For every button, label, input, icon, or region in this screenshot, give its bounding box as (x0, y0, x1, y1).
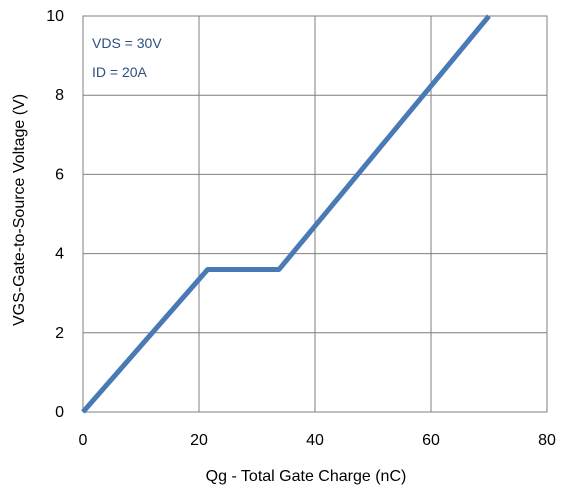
grid-lines (83, 16, 547, 412)
plot-frame (82, 15, 548, 413)
x-tick-label-60: 60 (422, 432, 440, 449)
y-tick-label-10: 10 (46, 8, 64, 25)
annotation-1: ID = 20A (92, 64, 148, 80)
x-axis-label: Qg - Total Gate Charge (nC) (206, 468, 407, 485)
series-layer (81, 14, 491, 414)
x-tick-label-40: 40 (306, 432, 324, 449)
y-tick-label-6: 6 (55, 166, 64, 183)
y-tick-label-0: 0 (55, 404, 64, 421)
y-tick-labels: 0 2 4 6 8 10 (46, 8, 64, 421)
x-tick-label-20: 20 (190, 432, 208, 449)
series-line-0 (81, 14, 491, 414)
y-tick-label-8: 8 (55, 87, 64, 104)
x-tick-label-0: 0 (79, 432, 88, 449)
x-tick-labels: 0 20 40 60 80 (79, 432, 556, 449)
y-axis-label: VGS-Gate-to-Source Voltage (V) (11, 94, 28, 326)
y-tick-label-2: 2 (55, 325, 64, 342)
annotation-0: VDS = 30V (92, 35, 162, 51)
annotations: VDS = 30V ID = 20A (92, 35, 162, 80)
x-tick-label-80: 80 (538, 432, 556, 449)
y-tick-label-4: 4 (55, 246, 64, 263)
